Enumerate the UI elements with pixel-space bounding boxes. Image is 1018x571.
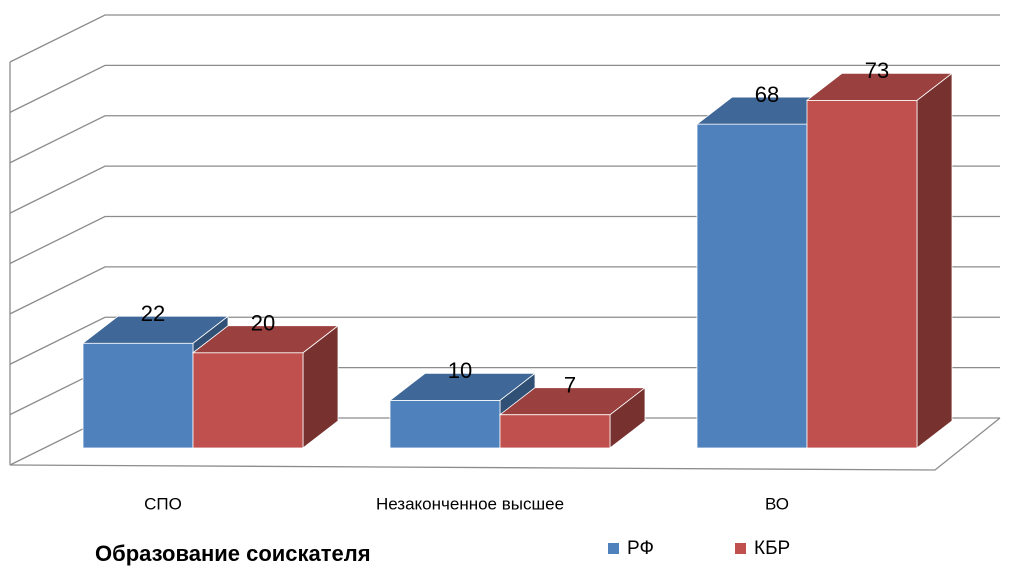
bar-top: [81, 315, 230, 344]
grid-line: [9, 115, 1000, 164]
legend-swatch: [608, 543, 619, 554]
value-label: 20: [251, 311, 275, 336]
legend-label: РФ: [627, 538, 654, 559]
value-label: 7: [564, 372, 576, 397]
chart-title: Образование соискателя: [95, 541, 371, 566]
bar-top: [388, 372, 537, 401]
grid-line: [9, 14, 1000, 63]
floor-edge: [9, 417, 1001, 471]
value-label: 10: [448, 358, 472, 383]
bar: [192, 352, 304, 449]
bar: [82, 342, 194, 449]
legend-swatch: [735, 543, 746, 554]
x-tick-label: Незаконченное высшее: [376, 494, 564, 513]
value-label: 73: [865, 58, 889, 83]
bar: [696, 123, 808, 449]
x-tick-label: ВО: [765, 494, 789, 513]
bar: [389, 399, 501, 449]
bar-top: [805, 72, 954, 101]
bar-top: [498, 387, 647, 416]
bar-side: [916, 72, 953, 449]
legend-label: КБР: [754, 538, 790, 559]
bar: [806, 99, 918, 449]
x-tick-label: СПО: [144, 494, 182, 513]
bar-top: [191, 325, 340, 354]
value-label: 68: [755, 82, 779, 107]
bar: [499, 414, 611, 449]
grid-line: [9, 64, 1000, 113]
value-label: 22: [141, 301, 165, 326]
